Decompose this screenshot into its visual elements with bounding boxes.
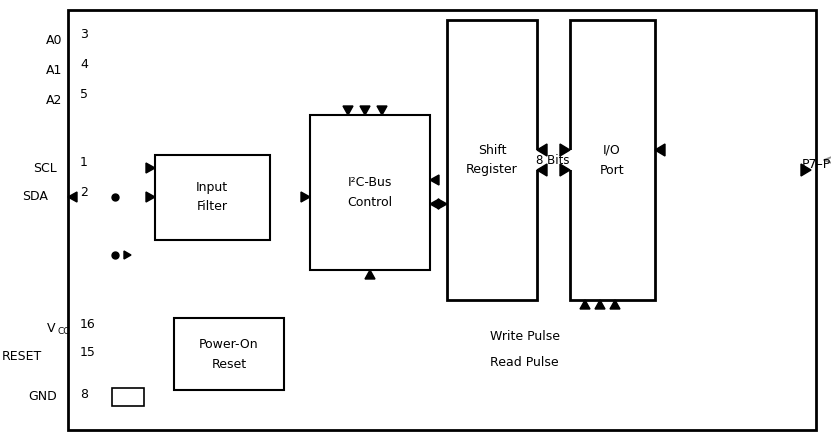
Polygon shape [68, 192, 77, 202]
Polygon shape [365, 270, 375, 279]
Text: 1: 1 [80, 155, 88, 169]
Text: 3: 3 [80, 29, 88, 41]
Text: 5: 5 [80, 88, 88, 102]
Bar [155, 155, 270, 240]
Text: RESET: RESET [2, 349, 42, 363]
Polygon shape [377, 106, 387, 115]
Polygon shape [655, 144, 665, 156]
Polygon shape [595, 300, 605, 309]
Text: 8 Bits: 8 Bits [536, 154, 570, 166]
Text: GND: GND [28, 390, 57, 403]
Text: 15: 15 [80, 345, 96, 359]
Text: Write Pulse: Write Pulse [490, 330, 560, 344]
Text: Input: Input [196, 180, 228, 194]
Polygon shape [301, 192, 310, 202]
Polygon shape [360, 106, 370, 115]
Text: CC: CC [57, 327, 70, 337]
Polygon shape [560, 144, 570, 156]
Polygon shape [801, 164, 811, 176]
Bar [112, 388, 144, 406]
Text: Filter: Filter [196, 201, 228, 213]
Polygon shape [430, 175, 439, 185]
Polygon shape [580, 300, 590, 309]
Text: 4: 4 [80, 59, 88, 71]
Polygon shape [343, 106, 353, 115]
Text: P7–P0: P7–P0 [802, 158, 831, 172]
Text: Control: Control [347, 195, 392, 209]
Text: 16: 16 [80, 318, 96, 330]
Polygon shape [537, 164, 547, 176]
Text: A0: A0 [46, 33, 62, 47]
Text: SCL: SCL [33, 161, 57, 175]
Text: Power-On: Power-On [199, 337, 258, 351]
Text: A2: A2 [46, 93, 62, 106]
Text: Reset: Reset [211, 357, 247, 370]
Polygon shape [146, 192, 155, 202]
Text: V: V [47, 322, 55, 334]
Bar [570, 20, 655, 300]
Text: I/O: I/O [603, 143, 621, 157]
Text: Register: Register [466, 164, 518, 176]
Bar [531, 150, 575, 170]
Text: Read Pulse: Read Pulse [490, 356, 558, 368]
Polygon shape [610, 300, 620, 309]
Text: Shift: Shift [478, 143, 506, 157]
Polygon shape [438, 199, 447, 209]
Bar [174, 318, 284, 390]
Text: A1: A1 [46, 63, 62, 77]
Text: 2: 2 [80, 187, 88, 199]
Text: 8: 8 [80, 388, 88, 400]
Polygon shape [537, 144, 547, 156]
Text: I²C-Bus: I²C-Bus [348, 176, 392, 188]
Bar [310, 115, 430, 270]
Polygon shape [146, 163, 155, 173]
Polygon shape [124, 251, 131, 259]
Text: Port: Port [600, 164, 624, 176]
Bar [447, 20, 537, 300]
Text: SDA: SDA [22, 191, 48, 203]
Polygon shape [430, 199, 439, 209]
Polygon shape [560, 164, 570, 176]
